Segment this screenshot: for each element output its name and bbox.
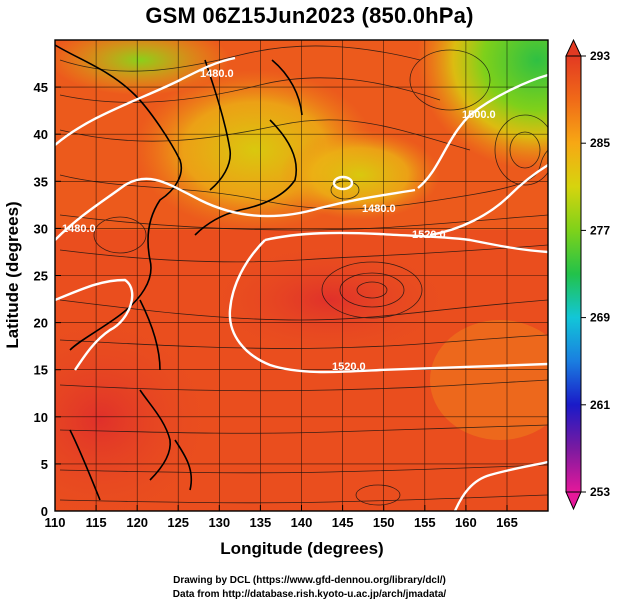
colorbar-label: 269 xyxy=(590,311,610,325)
y-tick-label: 0 xyxy=(41,504,48,519)
y-tick-label: 45 xyxy=(34,80,48,95)
x-axis: 110 115 120 125 130 135 140 145 150 155 … xyxy=(45,505,518,558)
y-tick-label: 25 xyxy=(34,269,48,284)
x-tick-label: 130 xyxy=(208,515,230,530)
y-tick-label: 35 xyxy=(34,174,48,189)
contour-label: 1520.0 xyxy=(412,229,446,241)
y-tick-label: 30 xyxy=(34,221,48,236)
contour-label: 1500.0 xyxy=(462,109,496,121)
temperature-field xyxy=(55,40,548,511)
x-tick-label: 145 xyxy=(332,515,354,530)
colorbar-label: 261 xyxy=(590,398,610,412)
colorbar-label: 285 xyxy=(590,136,610,150)
x-tick-label: 110 xyxy=(45,515,66,530)
height-contours xyxy=(55,56,548,511)
credit-drawing: Drawing by DCL (https://www.gfd-dennou.o… xyxy=(173,575,446,586)
colorbar-label: 277 xyxy=(590,223,610,237)
x-tick-label: 150 xyxy=(373,515,395,530)
y-axis: 0 5 10 15 20 25 30 35 40 45 Latitude (de… xyxy=(3,80,61,519)
x-tick-label: 125 xyxy=(167,515,189,530)
x-tick-label: 165 xyxy=(496,515,518,530)
contour-label: 1480.0 xyxy=(62,223,96,235)
y-tick-label: 5 xyxy=(41,457,48,472)
y-tick-label: 20 xyxy=(34,316,48,331)
x-axis-title: Longitude (degrees) xyxy=(220,539,383,558)
colorbar: 293 285 277 269 261 253 xyxy=(565,38,610,511)
y-tick-label: 40 xyxy=(34,127,48,142)
colorbar-label: 253 xyxy=(590,485,610,499)
x-tick-label: 135 xyxy=(250,515,272,530)
y-axis-title: Latitude (degrees) xyxy=(3,201,22,348)
credit-data-source: Data from http://database.rish.kyoto-u.a… xyxy=(172,589,447,600)
chart-title: GSM 06Z15Jun2023 (850.0hPa) xyxy=(145,3,474,28)
x-tick-label: 160 xyxy=(455,515,477,530)
y-tick-label: 10 xyxy=(34,410,48,425)
x-tick-label: 155 xyxy=(414,515,436,530)
contour-label: 1480.0 xyxy=(362,203,396,215)
coastlines xyxy=(55,44,303,501)
contour-label: 1480.0 xyxy=(200,68,234,80)
x-tick-label: 120 xyxy=(126,515,148,530)
colorbar-label: 293 xyxy=(590,49,610,63)
x-tick-label: 115 xyxy=(86,515,107,530)
y-tick-label: 15 xyxy=(34,363,48,378)
contour-label: 1520.0 xyxy=(332,361,366,373)
x-tick-label: 140 xyxy=(291,515,313,530)
streamlines xyxy=(59,45,548,506)
